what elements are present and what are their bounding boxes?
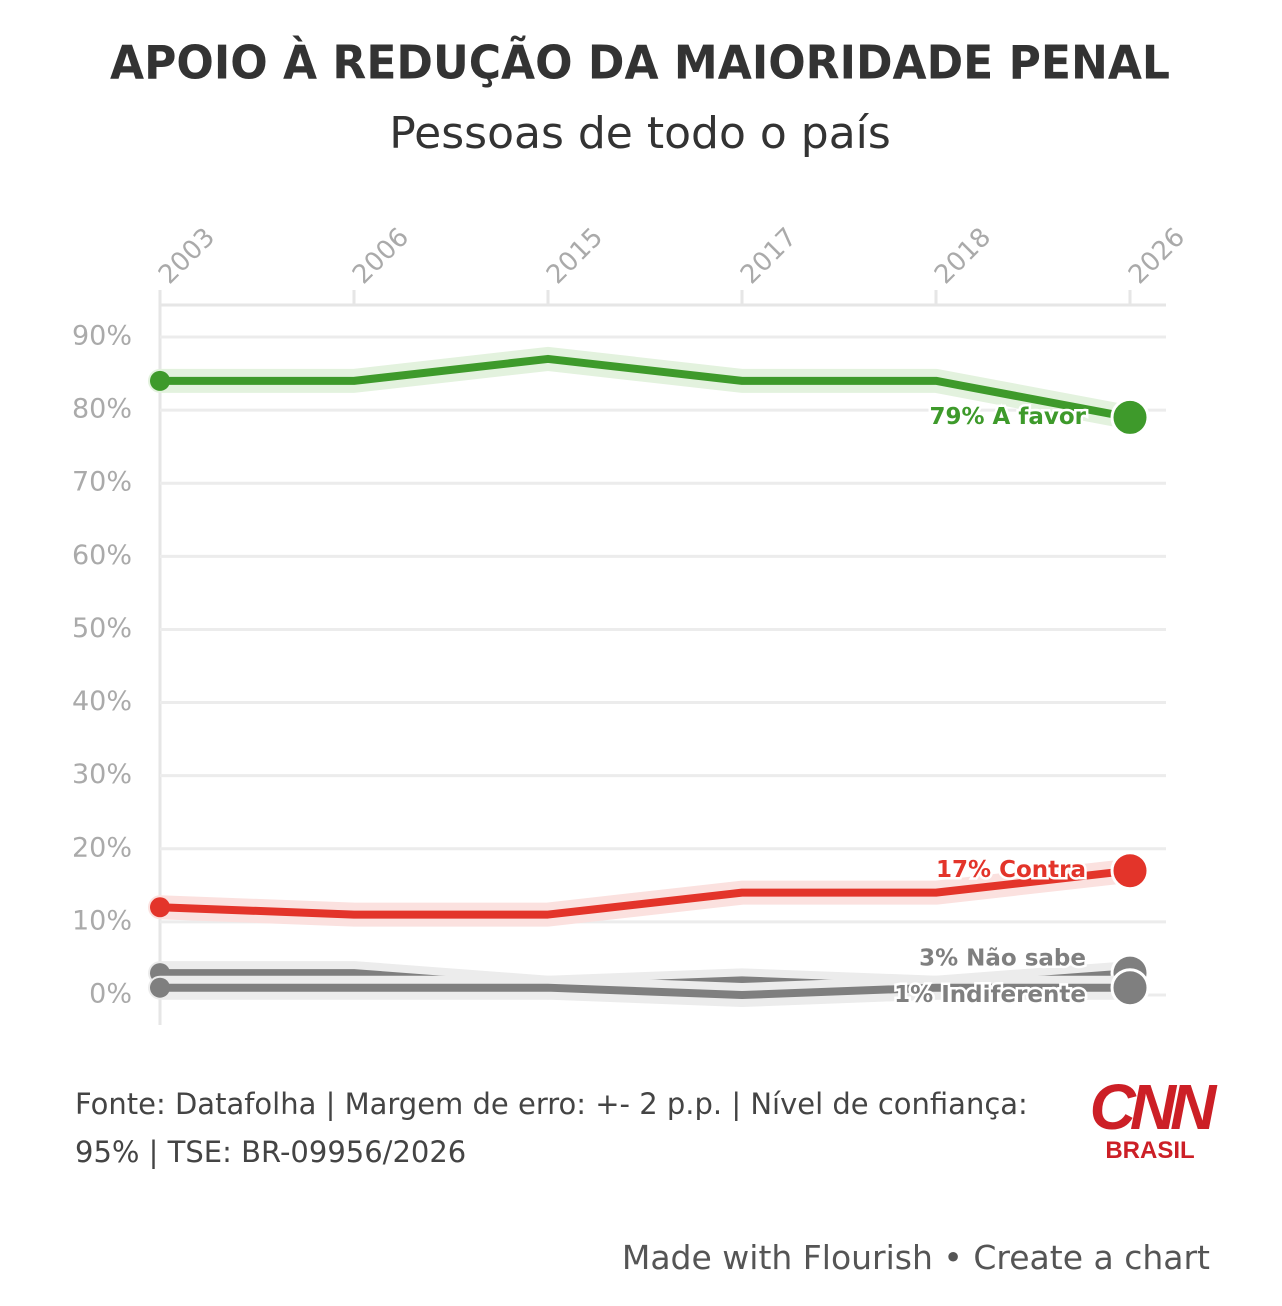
x-tick-label: 2017	[735, 222, 803, 290]
start-dot	[150, 897, 170, 918]
x-tick-label: 2018	[929, 222, 997, 290]
source: Fonte: Datafolha | Margem de erro: +- 2 …	[75, 1087, 1028, 1169]
x-tick-label: 2026	[1123, 222, 1191, 290]
logo-text: CNN	[1089, 1071, 1217, 1143]
made-with[interactable]: Made with Flourish	[621, 1238, 933, 1277]
y-tick-label: 90%	[72, 321, 132, 352]
line	[160, 983, 1130, 999]
footer: Made with Flourish • Create a chart	[621, 1238, 1210, 1277]
end-dot	[1110, 397, 1150, 437]
line	[160, 354, 1131, 422]
y-tick-label: 60%	[72, 540, 132, 571]
y-tick-label: 0%	[89, 979, 132, 1010]
y-tick-label: 40%	[72, 686, 132, 717]
start-dot	[150, 370, 170, 391]
value-label: 1% Indiferente	[894, 982, 1086, 1008]
end-dot	[1110, 851, 1150, 891]
chart-title: APOIO À REDUÇÃO DA MAIORIDADE PENAL	[110, 35, 1170, 90]
y-tick-label: 80%	[72, 394, 132, 425]
create-chart[interactable]: Create a chart	[973, 1238, 1210, 1277]
logo-subtitle: BRASIL	[1105, 1137, 1195, 1164]
x-tick-label: 2015	[541, 222, 609, 290]
chart: APOIO À REDUÇÃO DA MAIORIDADE PENAL Pess…	[72, 35, 1191, 1025]
line	[159, 866, 1131, 919]
x-tick-label: 2006	[347, 222, 415, 290]
end-dot	[1110, 968, 1150, 1008]
y-tick-label: 20%	[72, 832, 132, 863]
start-dot	[150, 977, 170, 998]
value-label: 79% A favor	[929, 404, 1086, 430]
value-label: 17% Contra	[936, 857, 1086, 883]
y-tick-label: 50%	[72, 613, 132, 644]
x-tick-label: 2003	[153, 222, 221, 290]
logo: CNN BRASIL	[1085, 1071, 1217, 1164]
value-label: 3% Não sabe	[919, 946, 1086, 972]
y-tick-label: 30%	[72, 759, 132, 790]
y-tick-label: 70%	[72, 467, 132, 498]
chart-subtitle: Pessoas de todo o país	[389, 108, 891, 159]
y-tick-label: 10%	[72, 905, 132, 936]
